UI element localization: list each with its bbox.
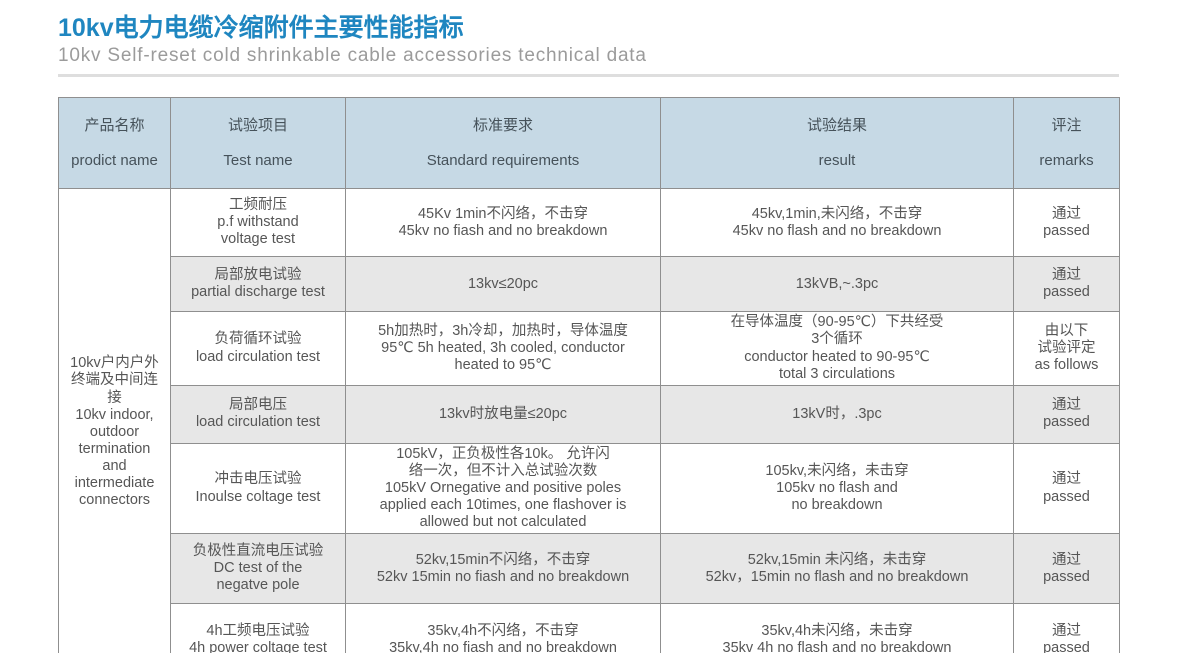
test-name-cell: 局部电压 load circulation test (170, 384, 346, 444)
header-row: 产品名称 prodict name 试验项目 Test name 标准要求 St… (58, 96, 1120, 190)
table-row: 局部放电试验 partial discharge test 13kv≤20pc … (59, 256, 1120, 313)
column-header-remarks: 评注 remarks (1013, 96, 1120, 190)
standard-cell: 5h加热时，3h冷却，加热时，导体温度 95℃ 5h heated, 3h co… (345, 311, 661, 386)
table-row: 10kv户内户外 终端及中间连接 10kv indoor, outdoor te… (58, 188, 1120, 653)
remark-cell: 通过 passed (1013, 533, 1120, 605)
standard-cell: 45Kv 1min不闪络，不击穿 45kv no fiash and no br… (345, 188, 661, 258)
column-header-product-name-zh: 产品名称 (84, 116, 145, 134)
result-cell: 45kv,1min,未闪络，不击穿 45kv no flash and no b… (660, 188, 1014, 258)
standard-cell: 13kv时放电量≤20pc (345, 384, 661, 444)
remark-cell: 通过 passed (1013, 442, 1120, 535)
test-name-cell: 4h工频电压试验 4h power coltage test (170, 603, 346, 653)
result-cell: 13kV时，.3pc (660, 384, 1014, 444)
column-header-result-en: result (818, 151, 856, 169)
page-title: 10kv电力电缆冷缩附件主要性能指标 (58, 14, 464, 42)
remark-cell: 通过 passed (1013, 188, 1120, 258)
remark-cell: 通过 passed (1013, 603, 1120, 653)
test-name-cell: 工频耐压 p.f withstand voltage test (170, 188, 346, 258)
column-header-test-name: 试验项目 Test name (170, 96, 346, 190)
column-header-remarks-en: remarks (1039, 151, 1094, 169)
remark-cell: 通过 passed (1013, 256, 1120, 313)
test-name-cell: 负荷循环试验 load circulation test (170, 311, 346, 386)
standard-cell: 52kv,15min不闪络，不击穿 52kv 15min no fiash an… (345, 533, 661, 605)
result-cell: 52kv,15min 未闪络，未击穿 52kv，15min no flash a… (660, 533, 1014, 605)
test-name-cell: 负极性直流电压试验 DC test of the negatve pole (170, 533, 346, 605)
column-header-standard-requirements-en: Standard requirements (426, 151, 580, 169)
result-cell: 35kv,4h未闪络，未击穿 35kv 4h no flash and no b… (660, 603, 1014, 653)
table-row: 4h工频电压试验 4h power coltage test 35kv,4h不闪… (59, 603, 1120, 653)
page-subtitle: 10kv Self-reset cold shrinkable cable ac… (58, 44, 647, 66)
table-row: 局部电压 load circulation test 13kv时放电量≤20pc… (59, 384, 1120, 444)
standard-cell: 35kv,4h不闪络，不击穿 35kv,4h no fiash and no b… (345, 603, 661, 653)
table-row: 冲击电压试验 Inoulse coltage test 105kV，正负极性各1… (59, 442, 1120, 535)
title-divider (58, 73, 1119, 77)
remark-cell: 由以下 试验评定 as follows (1013, 311, 1120, 386)
technical-data-table: 产品名称 prodict name 试验项目 Test name 标准要求 St… (58, 96, 1120, 653)
test-name-cell: 冲击电压试验 Inoulse coltage test (170, 442, 346, 535)
column-header-remarks-zh: 评注 (1051, 116, 1082, 134)
column-header-result-zh: 试验结果 (806, 116, 867, 134)
test-name-cell: 局部放电试验 partial discharge test (170, 256, 346, 313)
table-row: 负极性直流电压试验 DC test of the negatve pole 52… (59, 533, 1120, 605)
result-cell: 在导体温度（90-95℃）下共经受 3个循环 conductor heated … (660, 311, 1014, 386)
standard-cell: 13kv≤20pc (345, 256, 661, 313)
column-header-standard-requirements-zh: 标准要求 (472, 116, 533, 134)
result-cell: 13kVB,~.3pc (660, 256, 1014, 313)
column-header-product-name-en: prodict name (71, 151, 158, 169)
column-header-test-name-en: Test name (223, 151, 293, 169)
column-header-result: 试验结果 result (660, 96, 1014, 190)
product-name-cell: 10kv户内户外 终端及中间连接 10kv indoor, outdoor te… (58, 188, 171, 653)
remark-cell: 通过 passed (1013, 384, 1120, 444)
table-row: 负荷循环试验 load circulation test 5h加热时，3h冷却，… (59, 311, 1120, 386)
result-cell: 105kv,未闪络，未击穿 105kv no flash and no brea… (660, 442, 1014, 535)
column-header-test-name-zh: 试验项目 (227, 116, 288, 134)
standard-cell: 105kV，正负极性各10k。 允许闪 络一次，但不计入总试验次数 105kV … (345, 442, 661, 535)
column-header-product-name: 产品名称 prodict name (58, 96, 171, 190)
column-header-standard-requirements: 标准要求 Standard requirements (345, 96, 661, 190)
